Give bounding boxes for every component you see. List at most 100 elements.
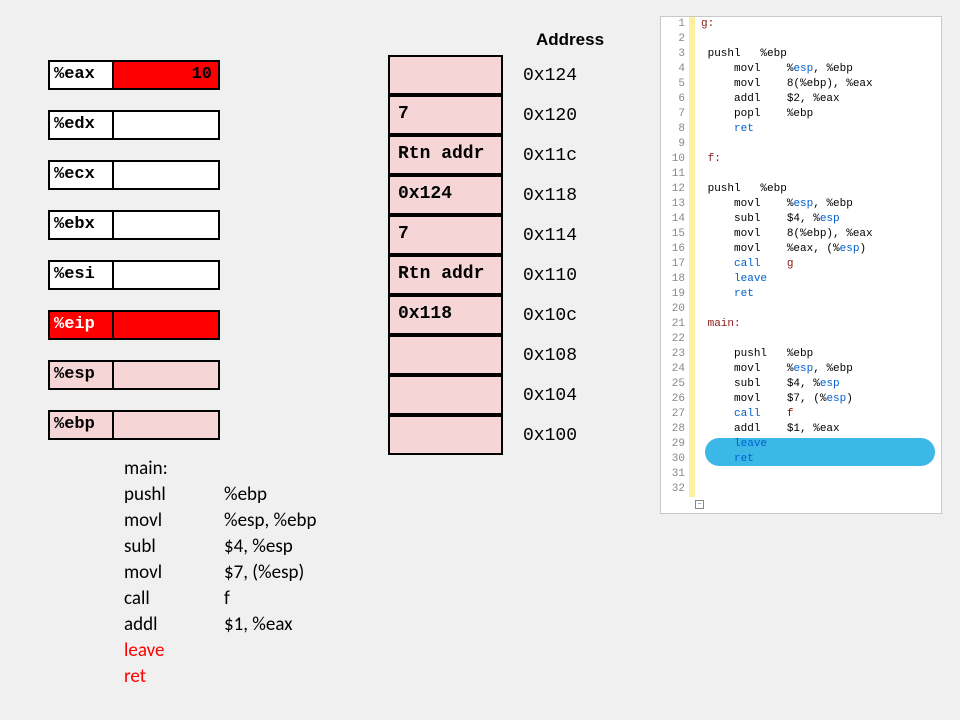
stack-column: 0x12470x120Rtn addr0x11c0x1240x11870x114… <box>388 56 577 456</box>
stack-address: 0x108 <box>523 346 577 366</box>
editor-line: 28 addl $1, %eax <box>661 422 941 437</box>
editor-code: g: <box>695 17 941 32</box>
editor-code: ret <box>695 122 941 137</box>
register-ecx: %ecx <box>48 160 220 190</box>
line-number: 31 <box>661 467 689 482</box>
stack-row: Rtn addr0x110 <box>388 256 577 296</box>
stack-address: 0x110 <box>523 266 577 286</box>
line-number: 23 <box>661 347 689 362</box>
stack-row: 0x1240x118 <box>388 176 577 216</box>
editor-line: 32 <box>661 482 941 497</box>
asm-operands: %ebp <box>224 482 267 508</box>
line-number: 6 <box>661 92 689 107</box>
editor-line: 31 <box>661 467 941 482</box>
asm-mnemonic: movl <box>124 508 224 534</box>
stack-address: 0x114 <box>523 226 577 246</box>
editor-line: 9 <box>661 137 941 152</box>
stack-address-header: Address <box>536 30 604 50</box>
register-label: %eax <box>50 62 114 88</box>
line-number: 10 <box>661 152 689 167</box>
stack-cell: 0x118 <box>388 295 503 335</box>
fold-icon[interactable]: − <box>695 500 704 509</box>
editor-code: popl %ebp <box>695 107 941 122</box>
stack-cell <box>388 375 503 415</box>
register-value <box>114 362 218 388</box>
editor-line: 8 ret <box>661 122 941 137</box>
editor-code: ret <box>695 452 941 467</box>
line-number: 19 <box>661 287 689 302</box>
stack-address: 0x104 <box>523 386 577 406</box>
editor-code: call g <box>695 257 941 272</box>
line-number: 16 <box>661 242 689 257</box>
register-label: %edx <box>50 112 114 138</box>
stack-cell: Rtn addr <box>388 135 503 175</box>
line-number: 11 <box>661 167 689 182</box>
line-number: 3 <box>661 47 689 62</box>
editor-code: subl $4, %esp <box>695 377 941 392</box>
asm-mnemonic: ret <box>124 664 224 690</box>
editor-line: 2 <box>661 32 941 47</box>
editor-line: 15 movl 8(%ebp), %eax <box>661 227 941 242</box>
editor-code <box>695 137 941 152</box>
editor-code: pushl %ebp <box>695 347 941 362</box>
asm-line: movl$7, (%esp) <box>124 560 317 586</box>
asm-line: movl%esp, %ebp <box>124 508 317 534</box>
register-label: %esp <box>50 362 114 388</box>
asm-line: subl$4, %esp <box>124 534 317 560</box>
line-number: 17 <box>661 257 689 272</box>
register-value <box>114 262 218 288</box>
asm-operands: $4, %esp <box>224 534 293 560</box>
editor-code <box>695 32 941 47</box>
line-number: 2 <box>661 32 689 47</box>
editor-line: 4 movl %esp, %ebp <box>661 62 941 77</box>
editor-line: 22 <box>661 332 941 347</box>
stack-address: 0x10c <box>523 306 577 326</box>
asm-mnemonic: subl <box>124 534 224 560</box>
editor-code: addl $2, %eax <box>695 92 941 107</box>
asm-operands: $7, (%esp) <box>224 560 304 586</box>
asm-mnemonic: addl <box>124 612 224 638</box>
editor-line: 21 main: <box>661 317 941 332</box>
line-number: 29 <box>661 437 689 452</box>
editor-line: 1 g: <box>661 17 941 32</box>
editor-line: 30 ret <box>661 452 941 467</box>
editor-line: 7 popl %ebp <box>661 107 941 122</box>
asm-mnemonic: leave <box>124 638 224 664</box>
editor-line: 3 pushl %ebp <box>661 47 941 62</box>
editor-line: 24 movl %esp, %ebp <box>661 362 941 377</box>
asm-mnemonic: call <box>124 586 224 612</box>
stack-address: 0x120 <box>523 106 577 126</box>
register-eip: %eip <box>48 310 220 340</box>
register-value <box>114 312 218 338</box>
register-ebx: %ebx <box>48 210 220 240</box>
asm-line: addl$1, %eax <box>124 612 317 638</box>
register-label: %ebp <box>50 412 114 438</box>
stack-cell: 7 <box>388 95 503 135</box>
line-number: 1 <box>661 17 689 32</box>
register-label: %ebx <box>50 212 114 238</box>
line-number: 21 <box>661 317 689 332</box>
register-label: %ecx <box>50 162 114 188</box>
register-value <box>114 412 218 438</box>
register-edx: %edx <box>48 110 220 140</box>
line-number: 27 <box>661 407 689 422</box>
register-value <box>114 212 218 238</box>
line-number: 7 <box>661 107 689 122</box>
line-number: 9 <box>661 137 689 152</box>
editor-code: movl 8(%ebp), %eax <box>695 77 941 92</box>
asm-mnemonic: pushl <box>124 482 224 508</box>
editor-line: 5 movl 8(%ebp), %eax <box>661 77 941 92</box>
register-value: 10 <box>114 62 218 88</box>
register-list: %eax10%edx %ecx %ebx %esi %eip %esp %ebp <box>48 60 220 460</box>
editor-line: 20 <box>661 302 941 317</box>
stack-row: 0x108 <box>388 336 577 376</box>
register-esi: %esi <box>48 260 220 290</box>
asm-label: main: <box>124 456 317 482</box>
editor-line: 11 <box>661 167 941 182</box>
editor-code <box>695 302 941 317</box>
asm-operands: f <box>224 586 230 612</box>
editor-code: movl %esp, %ebp <box>695 362 941 377</box>
stack-row: Rtn addr0x11c <box>388 136 577 176</box>
line-number: 20 <box>661 302 689 317</box>
line-number: 15 <box>661 227 689 242</box>
